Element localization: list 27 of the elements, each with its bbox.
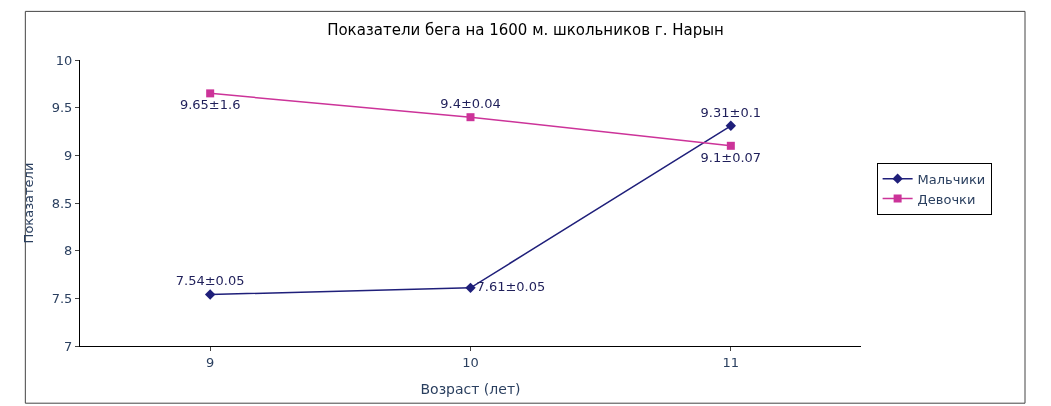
point: [466, 113, 475, 122]
legend-label: Мальчики: [917, 171, 986, 187]
x-tick-label: 11: [722, 354, 740, 370]
data-label: 9.4±0.04: [440, 95, 501, 111]
data-label: 9.65±1.6: [179, 97, 241, 113]
point: [465, 282, 476, 294]
chart-title: Показатели бега на 1600 м. школьников г. Нарын: [327, 20, 724, 39]
y-tick-label: 7.5: [51, 290, 73, 306]
legend-label: Девочки: [917, 191, 976, 207]
data-label: 9.1±0.07: [700, 149, 762, 165]
point: [725, 120, 737, 131]
data-label: 9.31±0.1: [700, 104, 762, 120]
x-tick-label: 9: [206, 354, 215, 370]
x-tick-label: 10: [462, 354, 479, 370]
y-tick-label: 9: [64, 147, 73, 163]
y-tick-label: 7: [64, 338, 73, 354]
point: [726, 141, 735, 150]
y-tick-label: 8: [64, 243, 73, 259]
data-label: 7.61±0.05: [476, 279, 546, 295]
point: [206, 89, 215, 98]
y-tick-label: 8.5: [51, 195, 73, 211]
y-tick-label: 10: [55, 52, 73, 68]
data-label: 7.54±0.05: [175, 273, 245, 289]
point: [204, 289, 216, 300]
y-axis-title: Показатели: [20, 162, 36, 244]
y-tick-label: 9.5: [51, 100, 73, 116]
x-axis-title: Возраст (лет): [420, 380, 521, 397]
